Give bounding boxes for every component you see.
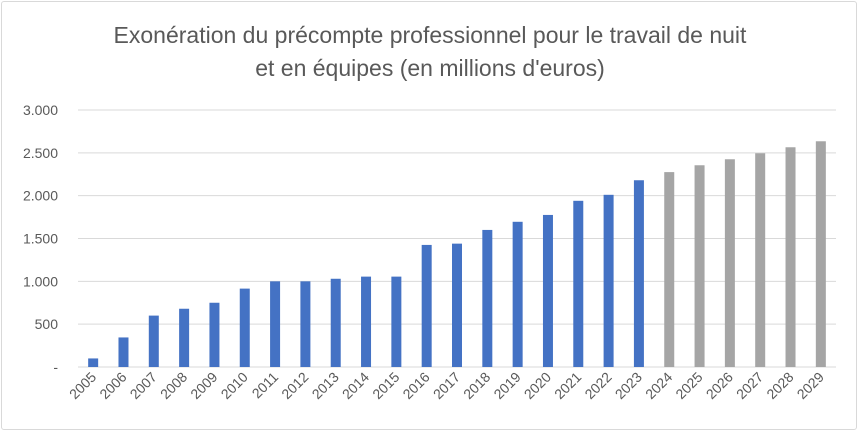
x-tick-label: 2022 — [581, 369, 614, 402]
bar-2010 — [239, 288, 250, 367]
y-tick-label: 3.000 — [23, 102, 58, 118]
chart-title-line-2: et en équipes (en millions d'euros) — [255, 55, 605, 81]
bar-2028 — [785, 147, 796, 367]
x-tick-label: 2024 — [642, 369, 675, 402]
x-tick-label: 2019 — [490, 369, 523, 402]
x-tick-label: 2006 — [96, 369, 129, 402]
y-tick-label: 500 — [35, 316, 59, 332]
bar-2026 — [724, 159, 735, 367]
x-tick-label: 2015 — [369, 369, 402, 402]
x-tick-label: 2027 — [733, 369, 766, 402]
bar-2015 — [391, 276, 402, 367]
x-tick-label: 2010 — [218, 369, 251, 402]
bar-2021 — [573, 200, 584, 367]
x-tick-label: 2008 — [157, 369, 190, 402]
x-tick-label: 2016 — [399, 369, 432, 402]
bar-2027 — [755, 153, 766, 367]
x-tick-label: 2011 — [249, 369, 282, 402]
x-tick-label: 2017 — [430, 369, 463, 402]
bar-2019 — [512, 221, 523, 367]
bar-2017 — [452, 243, 462, 367]
y-tick-label: 2.500 — [23, 145, 58, 161]
bar-2014 — [361, 276, 372, 367]
y-tick-label: 2.000 — [23, 188, 58, 204]
x-tick-label: 2007 — [127, 369, 160, 402]
bar-2029 — [815, 141, 826, 367]
chart-title-line-1: Exonération du précompte professionnel p… — [113, 22, 747, 48]
x-tick-label: 2009 — [187, 369, 220, 402]
bar-2024 — [664, 172, 675, 367]
x-tick-label: 2013 — [308, 369, 341, 402]
x-tick-label: 2028 — [763, 369, 796, 402]
x-tick-label: 2014 — [339, 369, 372, 402]
bar-2005 — [88, 358, 99, 367]
bar-2016 — [421, 244, 432, 367]
bar-2018 — [482, 229, 493, 367]
x-tick-label: 2020 — [521, 369, 554, 402]
x-tick-label: 2012 — [278, 369, 311, 402]
x-tick-label: 2026 — [703, 369, 736, 402]
x-tick-label: 2005 — [66, 369, 99, 402]
bar-2022 — [603, 194, 614, 367]
bar-2009 — [209, 302, 220, 367]
bar-2023 — [633, 180, 644, 367]
bar-2006 — [118, 337, 129, 367]
bar-2008 — [179, 308, 190, 367]
y-tick-label: - — [53, 359, 58, 375]
bar-2007 — [148, 315, 159, 367]
bar-2012 — [300, 281, 311, 367]
x-tick-label: 2029 — [794, 369, 827, 402]
bar-2025 — [694, 165, 705, 367]
y-tick-label: 1.500 — [23, 231, 58, 247]
x-tick-label: 2021 — [551, 369, 584, 402]
x-tick-label: 2023 — [612, 369, 645, 402]
bar-2020 — [542, 214, 553, 367]
bar-2013 — [330, 278, 341, 367]
y-tick-label: 1.000 — [23, 273, 58, 289]
x-tick-label: 2025 — [672, 369, 705, 402]
x-tick-label: 2018 — [460, 369, 493, 402]
bar-2011 — [270, 281, 281, 367]
